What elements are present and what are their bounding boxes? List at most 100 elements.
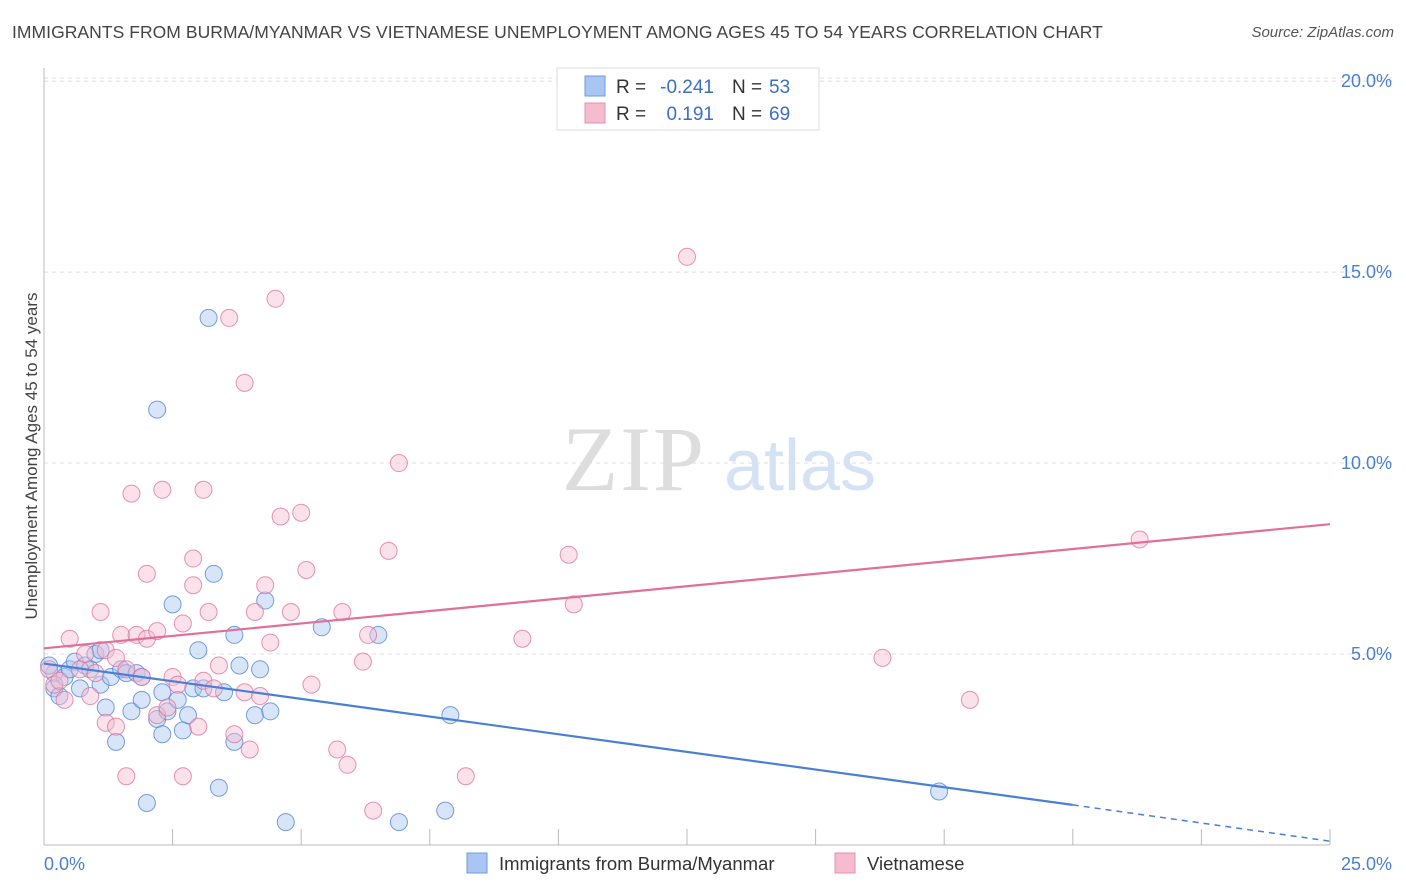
vietnamese-point-31 xyxy=(199,603,218,622)
vietnamese-point-14 xyxy=(117,767,136,786)
vietnamese-point-45 xyxy=(271,507,290,526)
vietnamese-point-41 xyxy=(251,687,270,706)
burma-point-39 xyxy=(225,732,244,751)
vietnamese-point-67 xyxy=(107,717,126,736)
legend-swatch-blue xyxy=(584,75,606,97)
vietnamese-point-60 xyxy=(559,545,578,564)
vietnamese-point-44 xyxy=(266,289,285,308)
vietnamese-point-29 xyxy=(189,717,208,736)
watermark: ZIP atlas xyxy=(562,408,876,510)
vietnamese-point-10 xyxy=(96,713,115,732)
vietnamese-point-53 xyxy=(353,652,372,671)
correlation-legend: R = -0.241 N = 53 R = 0.191 N = 69 xyxy=(556,67,820,131)
vietnamese-point-21 xyxy=(148,622,167,641)
vietnamese-point-61 xyxy=(564,595,583,614)
burma-point-49 xyxy=(436,801,455,820)
source-label: Source: ZipAtlas.com xyxy=(1251,24,1394,41)
gridlines xyxy=(44,77,1392,655)
y-tick-labels: 5.0% 10.0% 15.0% 20.0% xyxy=(1341,71,1392,664)
burma-point-14 xyxy=(107,732,126,751)
burma-point-48 xyxy=(389,813,408,832)
vietnamese-point-8 xyxy=(91,603,110,622)
vietnamese-point-49 xyxy=(302,675,321,694)
vietnamese-point-11 xyxy=(107,648,126,667)
vietnamese-point-34 xyxy=(209,656,228,675)
burma-point-24 xyxy=(153,725,172,744)
series-legend-swatch-pink xyxy=(834,852,856,874)
vietnamese-point-54 xyxy=(359,625,378,644)
vietnamese-point-56 xyxy=(379,541,398,560)
burma-point-11 xyxy=(91,675,110,694)
chart-title: IMMIGRANTS FROM BURMA/MYANMAR VS VIETNAM… xyxy=(12,22,1103,42)
burma-point-42 xyxy=(251,660,270,679)
burma-point-43 xyxy=(256,591,275,610)
burma-point-32 xyxy=(189,641,208,660)
vietnamese-point-27 xyxy=(184,576,203,595)
series-legend: Immigrants from Burma/Myanmar Vietnamese xyxy=(466,852,964,874)
vietnamese-point-66 xyxy=(76,645,95,664)
burma-trend-line xyxy=(43,662,1073,806)
vietnamese-point-50 xyxy=(328,740,347,759)
burma-point-26 xyxy=(158,702,177,721)
burma-point-34 xyxy=(199,308,218,327)
vietnamese-point-42 xyxy=(256,576,275,595)
vietnamese-point-48 xyxy=(297,560,316,579)
vietnamese-point-28 xyxy=(184,549,203,568)
vietnamese-trend-line xyxy=(43,523,1331,650)
y-tick-label-3: 20.0% xyxy=(1341,71,1392,91)
burma-point-45 xyxy=(276,813,295,832)
burma-point-12 xyxy=(96,698,115,717)
burma-point-29 xyxy=(173,721,192,740)
burma-point-46 xyxy=(312,618,331,637)
y-tick-label-1: 10.0% xyxy=(1341,453,1392,473)
vietnamese-point-7 xyxy=(86,664,105,683)
vietnamese-point-26 xyxy=(173,767,192,786)
vietnamese-point-25 xyxy=(168,675,187,694)
watermark-atlas: atlas xyxy=(724,426,876,506)
vietnamese-point-59 xyxy=(513,629,532,648)
vietnamese-point-65 xyxy=(1130,530,1149,549)
legend-n-label-2: N = xyxy=(732,104,762,125)
vietnamese-point-30 xyxy=(194,480,213,499)
burma-point-27 xyxy=(163,595,182,614)
vietnamese-point-64 xyxy=(960,690,979,709)
vietnamese-point-23 xyxy=(158,698,177,717)
vietnamese-point-6 xyxy=(81,687,100,706)
burma-point-22 xyxy=(148,400,167,419)
legend-n-label-1: N = xyxy=(732,77,762,98)
y-tick-label-2: 15.0% xyxy=(1341,262,1392,282)
burma-point-17 xyxy=(122,702,141,721)
vietnamese-point-55 xyxy=(364,801,383,820)
series-legend-label-blue: Immigrants from Burma/Myanmar xyxy=(499,853,775,874)
vietnamese-point-40 xyxy=(245,603,264,622)
y-tick-label-0: 5.0% xyxy=(1351,644,1392,664)
vietnamese-point-36 xyxy=(225,725,244,744)
vietnamese-point-43 xyxy=(261,633,280,652)
vietnamese-point-57 xyxy=(389,454,408,473)
vietnamese-point-4 xyxy=(60,629,79,648)
legend-n-value-2: 69 xyxy=(769,104,790,125)
burma-point-21 xyxy=(137,793,156,812)
burma-point-47 xyxy=(369,625,388,644)
vietnamese-point-12 xyxy=(112,625,131,644)
y-axis-label: Unemployment Among Ages 45 to 54 years xyxy=(22,293,41,620)
vietnamese-point-17 xyxy=(122,484,141,503)
vietnamese-point-52 xyxy=(338,755,357,774)
vietnamese-point-47 xyxy=(292,503,311,522)
burma-point-30 xyxy=(179,706,198,725)
vietnamese-point-39 xyxy=(240,740,259,759)
legend-r-value-1: -0.241 xyxy=(660,77,714,98)
watermark-zip: ZIP xyxy=(562,408,706,510)
legend-r-label-1: R = xyxy=(616,77,646,98)
series-legend-label-pink: Vietnamese xyxy=(867,853,964,874)
legend-n-value-1: 53 xyxy=(769,77,790,98)
burma-point-35 xyxy=(204,564,223,583)
legend-r-label-2: R = xyxy=(616,104,646,125)
burma-point-6 xyxy=(71,679,90,698)
legend-swatch-pink xyxy=(584,102,606,124)
x-tick-label-min: 0.0% xyxy=(44,854,85,874)
burma-point-36 xyxy=(209,778,228,797)
vietnamese-point-68 xyxy=(173,614,192,633)
vietnamese-point-63 xyxy=(873,648,892,667)
